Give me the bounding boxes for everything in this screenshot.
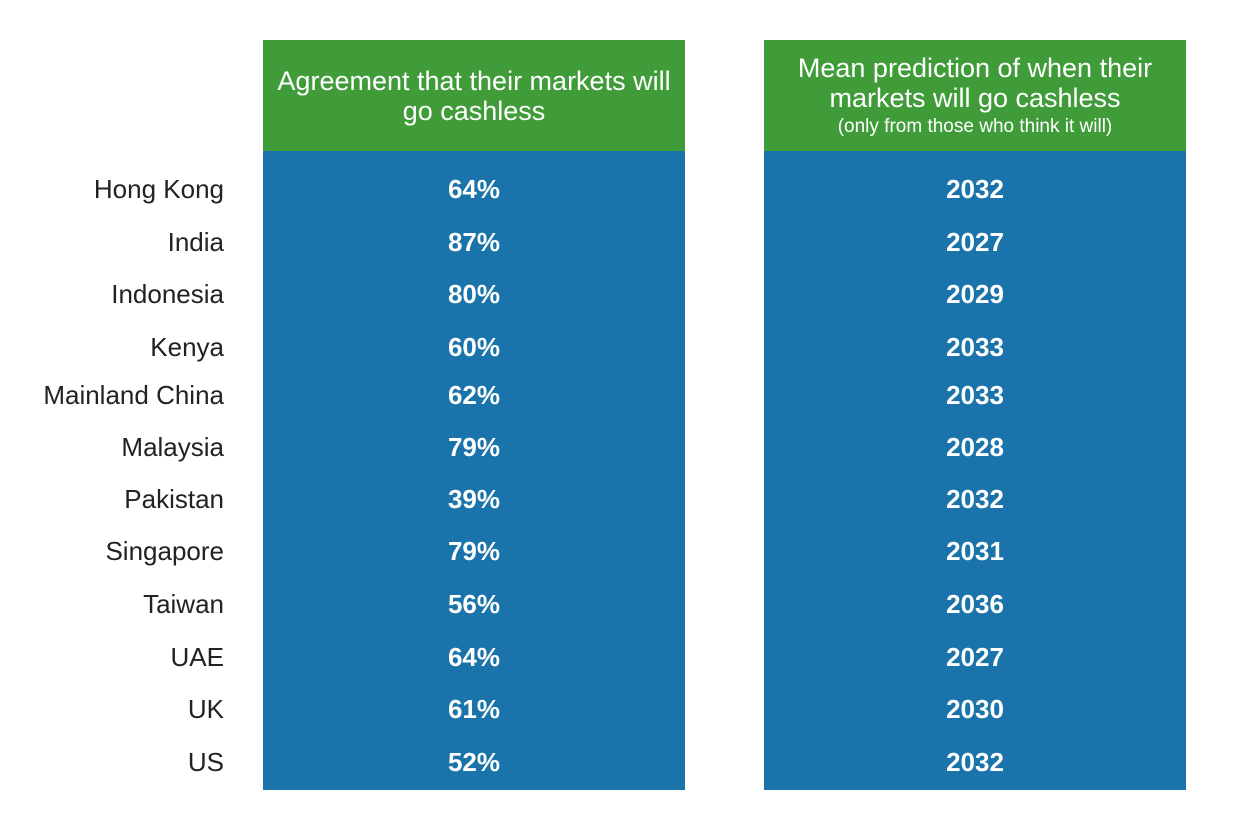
prediction-year-value: 2029 (946, 279, 1004, 309)
prediction-year-value: 2027 (946, 227, 1004, 257)
agreement-column-header: Agreement that their markets will go cas… (263, 40, 685, 151)
agreement-column-body: 64% 87% 80% 60% 62% 79% 39% 79% 56% 64% 61% 52% (263, 151, 685, 790)
country-label: UK (187, 694, 224, 724)
prediction-year-value: 2032 (946, 174, 1004, 204)
prediction-year-value: 2033 (946, 380, 1004, 410)
agreement-value: 39% (447, 484, 501, 514)
country-label: Kenya (150, 332, 224, 362)
prediction-column: Mean prediction of when their markets wi… (764, 40, 1186, 790)
agreement-value: 56% (447, 589, 501, 619)
country-label: Taiwan (143, 589, 224, 619)
prediction-year-value: 2033 (946, 332, 1004, 362)
agreement-value: 64% (447, 174, 501, 204)
prediction-header-text: Mean prediction of when their markets wi… (797, 52, 1153, 113)
agreement-value: 60% (447, 332, 501, 362)
prediction-column-body: 2032 2027 2029 2033 2033 2028 2032 2031 2036 2027… (764, 151, 1186, 790)
prediction-year-value: 2036 (946, 589, 1004, 619)
prediction-year-value: 2027 (946, 642, 1004, 672)
prediction-year-value: 2032 (946, 484, 1004, 514)
agreement-value: 52% (447, 747, 501, 777)
agreement-column: Agreement that their markets will go cas… (263, 40, 685, 790)
country-label: UAE (170, 642, 224, 672)
agreement-value: 87% (447, 227, 501, 257)
country-label: Malaysia (121, 432, 224, 462)
agreement-value: 79% (447, 432, 501, 462)
agreement-value: 79% (447, 536, 501, 566)
country-label: US (187, 747, 224, 777)
prediction-year-value: 2031 (946, 536, 1004, 566)
prediction-header-subtext: (only from those who think it will) (837, 115, 1113, 137)
country-label: Pakistan (124, 484, 224, 514)
country-label: Singapore (105, 536, 224, 566)
prediction-column-header: Mean prediction of when their markets wi… (764, 40, 1186, 151)
prediction-year-value: 2032 (946, 747, 1004, 777)
prediction-year-value: 2028 (946, 432, 1004, 462)
agreement-value: 80% (447, 279, 501, 309)
country-label: India (167, 227, 224, 257)
country-label: Hong Kong (93, 174, 224, 204)
country-label: Indonesia (111, 279, 224, 309)
agreement-value: 62% (447, 380, 501, 410)
agreement-header-text: Agreement that their markets will go cas… (277, 65, 671, 126)
prediction-year-value: 2030 (946, 694, 1004, 724)
agreement-value: 64% (447, 642, 501, 672)
country-label: Mainland China (43, 380, 224, 410)
agreement-value: 61% (447, 694, 501, 724)
